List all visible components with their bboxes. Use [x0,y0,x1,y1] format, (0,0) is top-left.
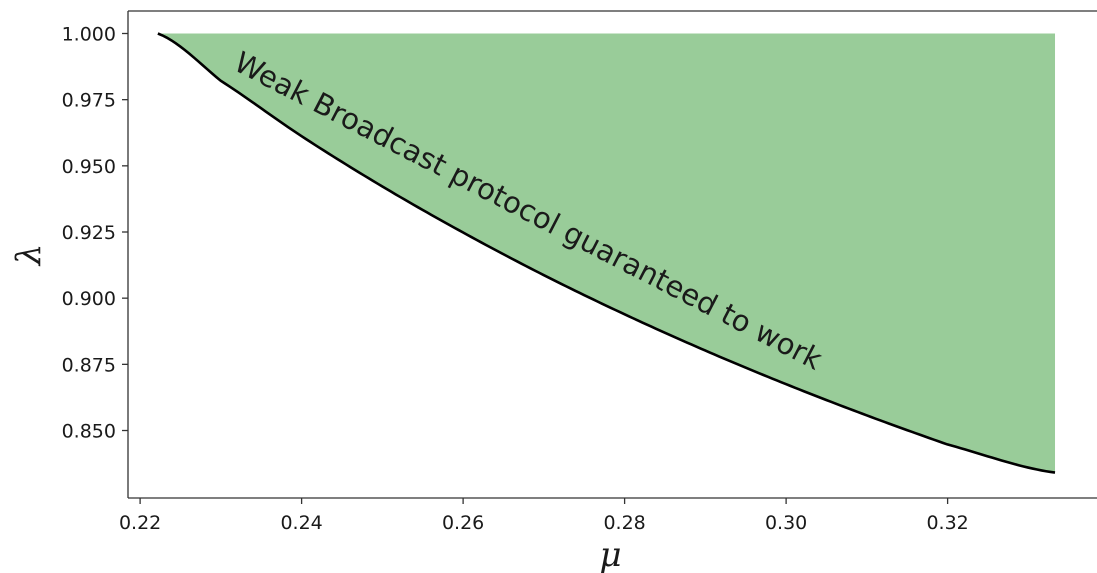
y-tick-label: 0.875 [62,354,116,376]
y-axis-label: λ [9,244,49,268]
x-tick-label: 0.30 [765,512,807,534]
boundary-curve [157,32,1056,474]
axes [127,10,1097,499]
plot-area [157,32,1056,474]
ticks: 0.22 0.24 0.26 0.28 0.30 0.32 0.850 0.875 0.900 0… [62,23,969,534]
x-tick-label: 0.28 [603,512,645,534]
x-axis-label: μ [599,535,621,573]
x-tick-label: 0.26 [442,512,484,534]
feasible-region-fill [157,33,1056,473]
y-tick-label: 0.950 [62,156,116,178]
y-tick-label: 1.000 [62,23,116,45]
x-tick-label: 0.24 [280,512,322,534]
y-tick-label: 0.925 [62,222,116,244]
y-tick-label: 0.850 [62,421,116,443]
y-tick-label: 0.975 [62,90,116,112]
x-tick-label: 0.22 [119,512,161,534]
y-tick-label: 0.900 [62,288,116,310]
x-tick-label: 0.32 [926,512,968,534]
